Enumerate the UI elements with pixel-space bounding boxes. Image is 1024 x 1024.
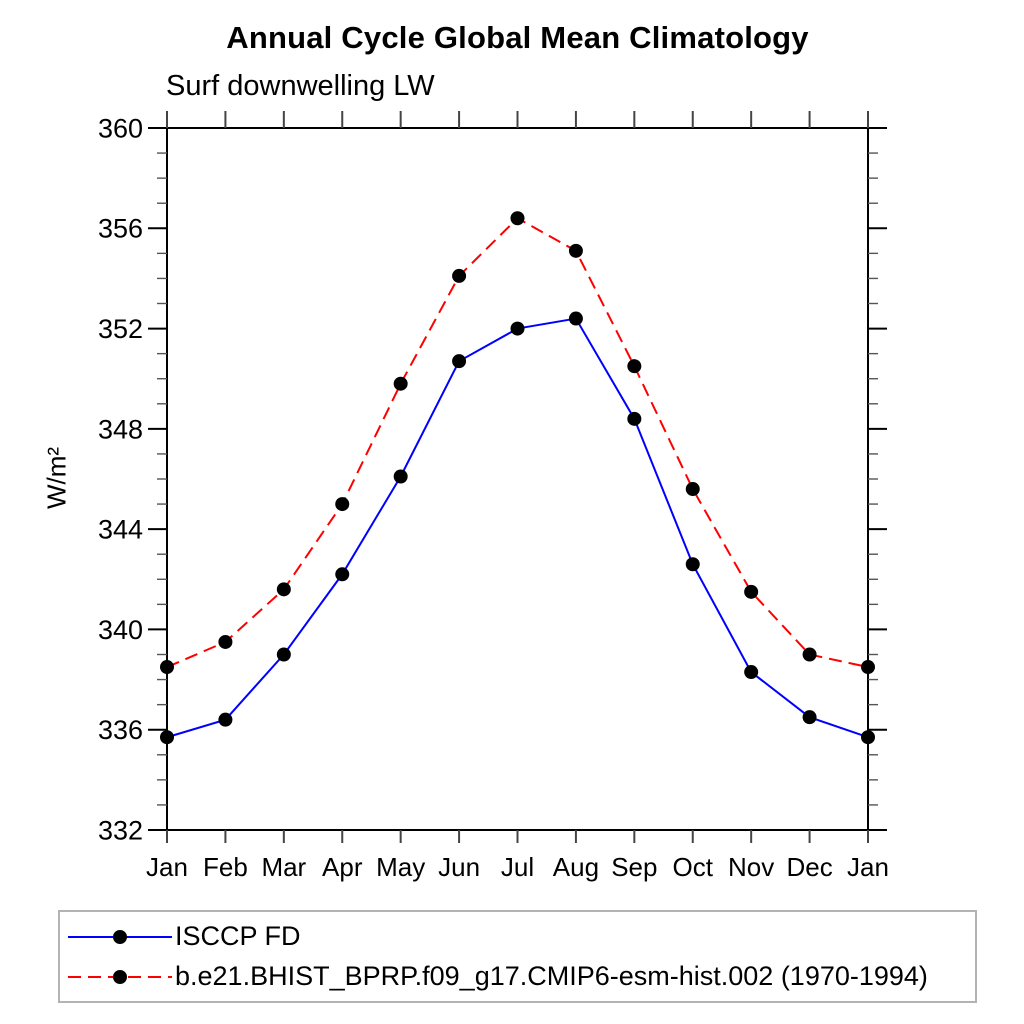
series-1-line [166, 217, 869, 669]
y-tick-label: 360 [98, 113, 143, 143]
data-point-marker [276, 582, 291, 597]
x-axis-ticks [166, 111, 869, 843]
x-tick-label: Nov [728, 852, 774, 882]
data-point-marker [160, 730, 174, 745]
y-axis-tick-labels: 332 336 340 344 348 352 356 360 [98, 113, 143, 845]
y-tick-label: 336 [98, 715, 143, 745]
x-tick-label: Jun [438, 852, 480, 882]
data-point-marker [802, 647, 817, 662]
data-point-marker [627, 359, 642, 374]
data-point-marker [861, 660, 875, 675]
series-0-markers [160, 311, 875, 745]
y-tick-label: 332 [98, 815, 143, 845]
series-0-line [166, 317, 869, 739]
x-tick-label: Dec [786, 852, 832, 882]
data-point-marker [218, 634, 233, 649]
legend: ISCCP FD b.e21.BHIST_BPRP.f09_g17.CMIP6-… [58, 910, 977, 1003]
data-point-marker [568, 311, 583, 326]
data-point-marker [452, 354, 467, 369]
y-tick-label: 340 [98, 615, 143, 645]
legend-item-model: b.e21.BHIST_BPRP.f09_g17.CMIP6-esm-hist.… [65, 961, 975, 992]
chart-title: Annual Cycle Global Mean Climatology [226, 20, 809, 55]
data-point-marker [744, 584, 759, 599]
y-tick-label: 344 [98, 515, 143, 545]
y-tick-label: 352 [98, 314, 143, 344]
data-point-marker [335, 497, 350, 512]
legend-label: ISCCP FD [175, 921, 301, 951]
data-point-marker [568, 243, 583, 258]
x-tick-label: Feb [203, 852, 248, 882]
x-tick-label: Oct [673, 852, 714, 882]
x-tick-label: Jul [501, 852, 534, 882]
data-point-marker [510, 211, 525, 226]
x-tick-label: Mar [261, 852, 306, 882]
chart-subtitle: Surf downwelling LW [166, 70, 435, 102]
data-point-marker [685, 482, 700, 497]
data-point-marker [160, 660, 174, 675]
y-axis-ticks [148, 127, 887, 831]
x-tick-label: May [376, 852, 425, 882]
data-point-marker [276, 647, 291, 662]
data-point-marker [452, 268, 467, 283]
y-tick-label: 356 [98, 214, 143, 244]
y-tick-label: 348 [98, 414, 143, 444]
data-point-marker [861, 730, 875, 745]
data-point-marker [218, 712, 233, 727]
data-point-marker [627, 411, 642, 426]
data-point-marker [685, 557, 700, 572]
data-point-marker [335, 567, 350, 582]
legend-item-isccp: ISCCP FD [65, 921, 975, 952]
data-point-marker [510, 321, 525, 336]
x-tick-label: Jan [847, 852, 889, 882]
x-axis-tick-labels: Jan Feb Mar Apr May Jun Jul Aug Sep Oct Nov Dec Jan [146, 852, 889, 882]
x-tick-label: Sep [611, 852, 657, 882]
legend-line-sample-dashed [68, 969, 172, 984]
x-tick-label: Apr [322, 852, 363, 882]
data-point-marker [393, 469, 408, 484]
legend-label: b.e21.BHIST_BPRP.f09_g17.CMIP6-esm-hist.… [175, 961, 928, 991]
series-1-markers [160, 211, 875, 675]
axis-frame [166, 127, 869, 831]
data-point-marker [744, 665, 759, 680]
x-tick-label: Aug [553, 852, 599, 882]
data-point-marker [393, 376, 408, 391]
data-point-marker [802, 710, 817, 725]
x-tick-label: Jan [146, 852, 188, 882]
legend-line-sample-solid [68, 929, 172, 944]
